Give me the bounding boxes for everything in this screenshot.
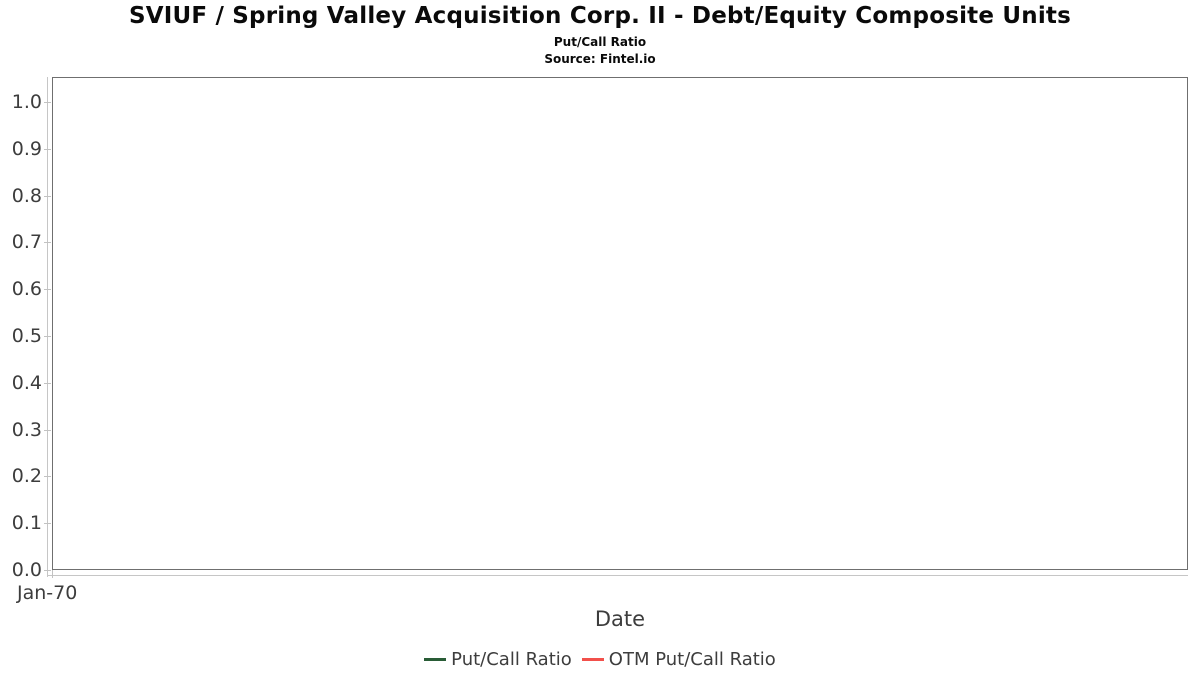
y-tick-mark-0.3: [44, 429, 51, 431]
y-tick-mark-0.7: [44, 242, 51, 244]
x-axis-line: [47, 575, 1188, 576]
legend-item-otm-put-call-ratio[interactable]: OTM Put/Call Ratio: [581, 648, 776, 670]
y-tick-label-0.6: 0.6: [11, 278, 42, 301]
y-tick-mark-0.4: [44, 382, 51, 384]
chart-title: SVIUF / Spring Valley Acquisition Corp. …: [128, 3, 1072, 29]
legend: Put/Call Ratio OTM Put/Call Ratio: [0, 645, 1200, 673]
y-tick-label-0.0: 0.0: [11, 559, 42, 581]
y-tick-label-0.3: 0.3: [11, 418, 42, 441]
y-tick-label-0.1: 0.1: [11, 512, 42, 535]
legend-label: OTM Put/Call Ratio: [608, 648, 776, 670]
y-tick-label-0.7: 0.7: [11, 231, 42, 254]
y-tick-label-1.0: 1.0: [11, 91, 42, 113]
y-tick-mark-1.0: [44, 102, 51, 103]
legend-line-swatch: [581, 657, 604, 661]
y-tick-label-0.4: 0.4: [11, 371, 42, 394]
y-tick-label-0.9: 0.9: [11, 137, 42, 160]
y-tick-mark-0.8: [44, 195, 51, 197]
y-tick-mark-0.1: [44, 523, 51, 525]
y-tick-mark-0.6: [44, 289, 51, 291]
y-tick-mark-0.5: [44, 336, 51, 337]
y-tick-mark-0.2: [44, 476, 51, 478]
x-tick-label: Jan-70: [17, 582, 78, 604]
y-axis-line: [47, 77, 48, 577]
y-tick-mark-0.9: [44, 148, 51, 150]
plot-area: [52, 77, 1188, 570]
y-tick-label-0.2: 0.2: [11, 465, 42, 488]
x-axis-title: Date: [594, 607, 646, 631]
chart-source-label: Source: Fintel.io: [544, 52, 656, 66]
chart-subtitle: Put/Call Ratio: [553, 35, 647, 49]
x-tick-mark: [52, 570, 53, 578]
legend-label: Put/Call Ratio: [451, 648, 572, 670]
y-tick-label-0.5: 0.5: [11, 325, 42, 347]
legend-line-swatch: [424, 657, 447, 661]
y-tick-mark-0.0: [44, 570, 51, 571]
y-tick-label-0.8: 0.8: [11, 184, 42, 207]
legend-item-put-call-ratio[interactable]: Put/Call Ratio: [424, 649, 572, 670]
